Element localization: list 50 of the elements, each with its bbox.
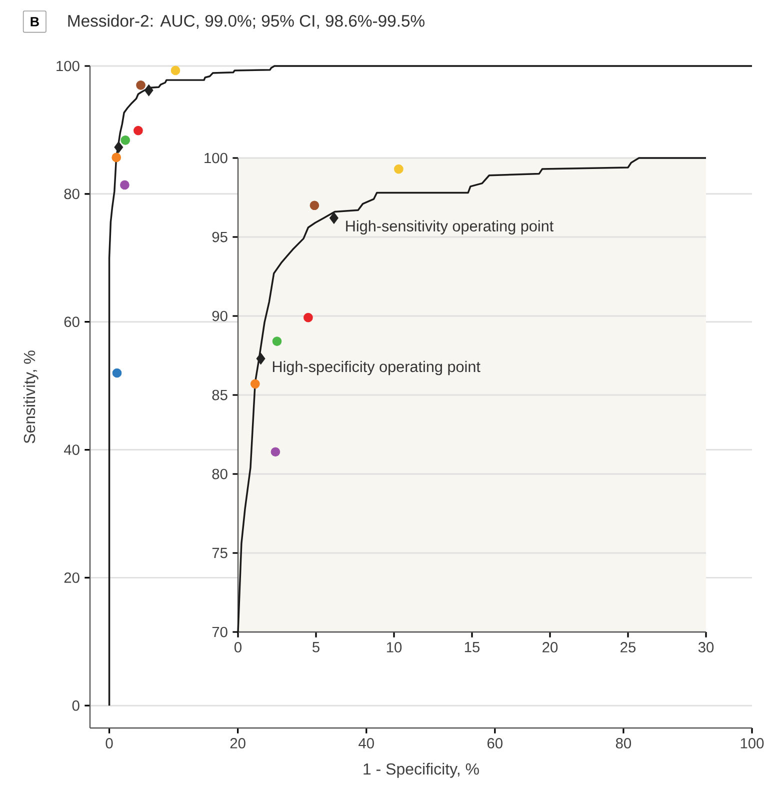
y-tick-label: 90 (212, 310, 228, 322)
text: B (30, 17, 39, 26)
x-tick-label: 30 (698, 642, 714, 652)
y-tick-label: 60 (64, 316, 80, 328)
point (310, 200, 320, 210)
x-tick-label: 40 (358, 738, 374, 748)
y-tick-label: 100 (204, 152, 228, 164)
x-tick-label: 0 (106, 738, 113, 748)
point (394, 164, 404, 174)
point (112, 368, 122, 378)
y-tick-label: 95 (212, 232, 228, 242)
y-tick-label: 75 (212, 548, 228, 558)
x-tick-label: 25 (620, 642, 636, 652)
chart-title: Messidor-2: AUC, 99.0%; 95% CI, 98.6%-99.5% (68, 14, 424, 29)
point (120, 180, 130, 190)
y-tick-label: 40 (64, 444, 80, 455)
point (170, 66, 180, 76)
x-tick-label: 100 (740, 738, 764, 748)
y-tick-label: 0 (72, 700, 80, 711)
point (112, 152, 122, 162)
point (304, 312, 313, 322)
point (120, 136, 130, 145)
x-tick-label: 5 (312, 642, 320, 652)
point (134, 126, 143, 136)
x-tick-label: 20 (230, 738, 246, 748)
y-tick-label: 85 (212, 390, 228, 400)
point (272, 336, 282, 346)
y-tick-label: 80 (212, 468, 228, 480)
y-axis-title: Sensitivity, % (23, 350, 38, 444)
point (144, 84, 154, 96)
line-series (237, 157, 707, 633)
x-tick-label: 15 (464, 642, 480, 652)
point (114, 141, 124, 154)
x-tick-label: 0 (234, 642, 242, 652)
y-tick-label: 80 (64, 188, 80, 200)
x-tick-label: 10 (386, 642, 402, 652)
annotation: High-specificity operating point (272, 360, 480, 376)
x-tick-label: 20 (542, 642, 558, 652)
point (256, 352, 266, 365)
point (136, 80, 146, 90)
y-tick-label: 20 (64, 572, 80, 583)
annotation: High-sensitivity operating point (346, 220, 554, 235)
y-tick-label: 100 (56, 60, 80, 72)
point (250, 379, 260, 389)
x-tick-label: 80 (616, 738, 632, 748)
x-axis-title: 1 - Specificity, % (364, 762, 479, 778)
point (329, 212, 338, 224)
x-tick-label: 60 (488, 738, 502, 748)
y-tick-label: 70 (212, 626, 228, 638)
point (270, 447, 280, 457)
